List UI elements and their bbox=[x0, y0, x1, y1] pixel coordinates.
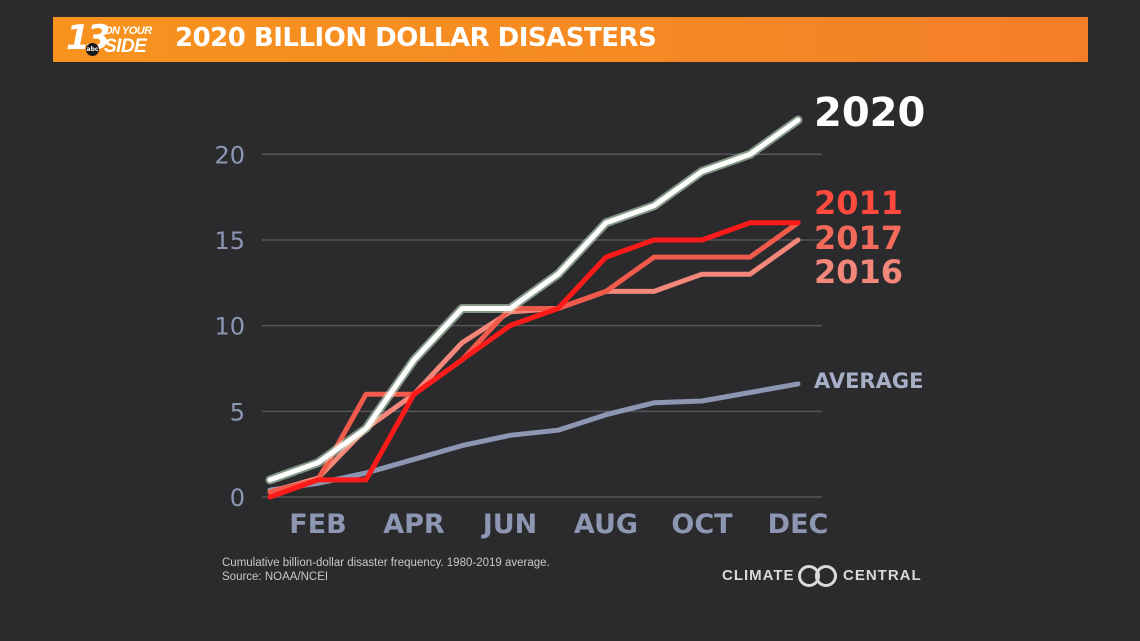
series-label-2017: 2017 bbox=[814, 219, 903, 257]
y-tick-label: 5 bbox=[230, 398, 245, 426]
station-logo: 13 abc ON YOUR SIDE bbox=[66, 18, 158, 60]
series-line-2011 bbox=[267, 220, 801, 500]
series-line-2020 bbox=[267, 117, 801, 483]
y-tick-label: 20 bbox=[214, 141, 245, 169]
logo-word-right: CENTRAL bbox=[843, 567, 922, 584]
infinity-rings-icon bbox=[798, 565, 837, 587]
series-label-2011: 2011 bbox=[814, 184, 903, 222]
x-tick-label: OCT bbox=[671, 509, 733, 540]
caption-description: Cumulative billion-dollar disaster frequ… bbox=[222, 557, 550, 569]
y-tick-label: 10 bbox=[214, 313, 245, 341]
logo-word-left: CLIMATE bbox=[722, 567, 795, 584]
abc-network-icon: abc bbox=[86, 43, 99, 56]
caption-source: Source: NOAA/NCEI bbox=[222, 571, 329, 583]
x-tick-label: AUG bbox=[574, 509, 638, 540]
y-tick-label: 15 bbox=[214, 227, 245, 255]
series-line-2016 bbox=[267, 237, 801, 495]
series-line-average bbox=[267, 381, 801, 493]
chart-caption: Cumulative billion-dollar disaster frequ… bbox=[222, 556, 550, 584]
series-line-2017 bbox=[267, 220, 801, 495]
x-tick-label: FEB bbox=[289, 509, 346, 540]
x-tick-label: APR bbox=[383, 509, 445, 540]
header-banner bbox=[53, 17, 1088, 62]
logo-line-1: ON YOUR bbox=[104, 25, 152, 37]
x-tick-label: DEC bbox=[768, 509, 829, 540]
page-title: 2020 BILLION DOLLAR DISASTERS bbox=[175, 23, 657, 53]
climate-central-logo: CLIMATE CENTRAL bbox=[722, 564, 922, 588]
x-tick-label: JUN bbox=[481, 509, 538, 540]
series-label-average: AVERAGE bbox=[814, 369, 923, 393]
y-tick-label: 0 bbox=[230, 484, 245, 512]
series-label-2016: 2016 bbox=[814, 253, 903, 291]
logo-line-2: SIDE bbox=[104, 36, 147, 57]
series-label-2020: 2020 bbox=[814, 90, 925, 136]
